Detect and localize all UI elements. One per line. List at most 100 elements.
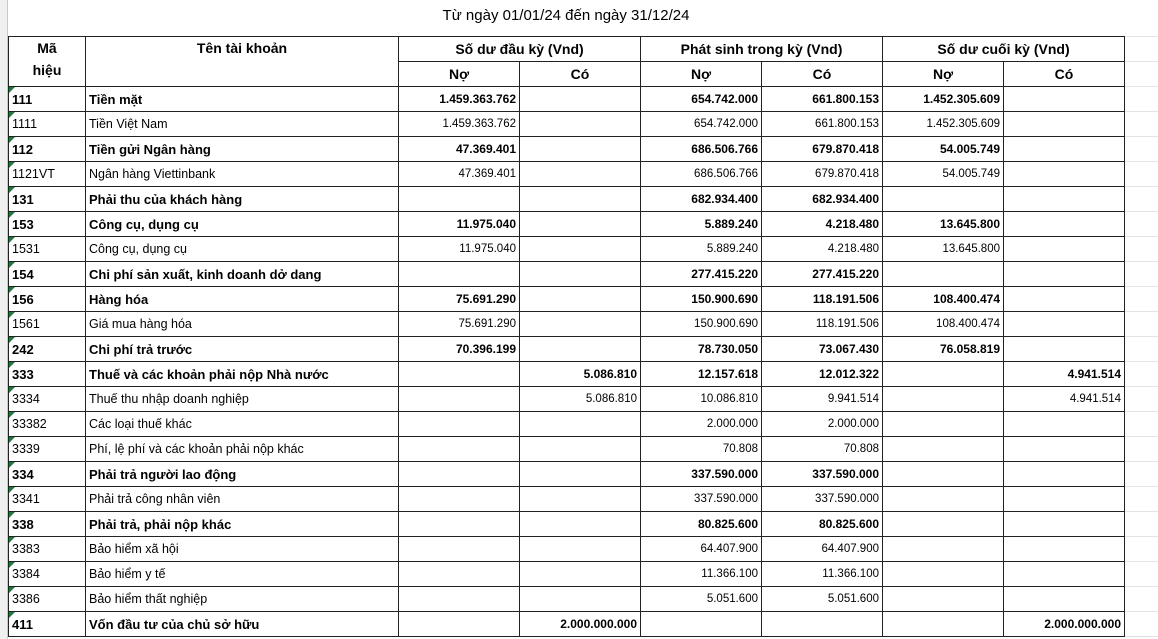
account-code: 3334 <box>8 386 86 412</box>
account-name: Phí, lệ phí và các khoản phải nộp khác <box>85 436 399 462</box>
account-table: Mã hiệu Tên tài khoản Số dư đầu kỳ (Vnd) Ph… <box>8 36 1125 637</box>
amount-cell: 70.808 <box>761 436 883 462</box>
header-sub: Nợ <box>882 61 1004 87</box>
amount-cell <box>882 461 1004 487</box>
account-code: 3383 <box>8 536 86 562</box>
amount-cell: 118.191.506 <box>761 311 883 337</box>
table-header: Mã hiệu Tên tài khoản Số dư đầu kỳ (Vnd) Ph… <box>8 36 1125 87</box>
amount-cell <box>519 486 641 512</box>
amount-cell <box>398 461 520 487</box>
amount-cell: 54.005.749 <box>882 136 1004 162</box>
account-name: Thuế thu nhập doanh nghiệp <box>85 386 399 412</box>
amount-cell <box>1003 311 1125 337</box>
amount-cell <box>1003 536 1125 562</box>
amount-cell: 682.934.400 <box>640 186 762 212</box>
account-row: 3341 Phải trả công nhân viên 337.590.000 33… <box>8 486 1125 512</box>
account-code: 333 <box>8 361 86 387</box>
amount-cell <box>1003 461 1125 487</box>
amount-cell <box>1003 186 1125 212</box>
account-code: 111 <box>8 86 86 112</box>
amount-cell: 13.645.800 <box>882 211 1004 237</box>
account-name: Công cụ, dụng cụ <box>85 236 399 262</box>
amount-cell: 337.590.000 <box>761 461 883 487</box>
amount-cell: 75.691.290 <box>398 286 520 312</box>
amount-cell: 5.889.240 <box>640 236 762 262</box>
account-name: Hàng hóa <box>85 286 399 312</box>
amount-cell: 5.051.600 <box>640 586 762 612</box>
account-row: 334 Phải trả người lao động 337.590.000 337… <box>8 461 1125 487</box>
amount-cell: 9.941.514 <box>761 386 883 412</box>
table-body: 111 Tiền mặt 1.459.363.762 654.742.000 661.8… <box>8 86 1125 637</box>
account-code: 1121VT <box>8 161 86 187</box>
amount-cell <box>519 136 641 162</box>
amount-cell: 337.590.000 <box>640 486 762 512</box>
account-name: Bảo hiểm thất nghiệp <box>85 586 399 612</box>
account-code: 3384 <box>8 561 86 587</box>
account-code: 1531 <box>8 236 86 262</box>
amount-cell <box>1003 561 1125 587</box>
amount-cell <box>398 386 520 412</box>
header-group: Số dư đầu kỳ (Vnd) <box>398 36 641 62</box>
amount-cell: 11.975.040 <box>398 236 520 262</box>
account-code: 1111 <box>8 111 86 137</box>
account-code: 154 <box>8 261 86 287</box>
amount-cell <box>1003 236 1125 262</box>
amount-cell: 75.691.290 <box>398 311 520 337</box>
account-row: 333 Thuế và các khoản phải nộp Nhà nước 5.… <box>8 361 1125 387</box>
header-sub: Nợ <box>640 61 762 87</box>
header-sub: Nợ <box>398 61 520 87</box>
amount-cell <box>398 261 520 287</box>
amount-cell: 661.800.153 <box>761 111 883 137</box>
amount-cell: 2.000.000.000 <box>1003 611 1125 637</box>
amount-cell: 5.086.810 <box>519 386 641 412</box>
header-group: Phát sinh trong kỳ (Vnd) <box>640 36 883 62</box>
header-sub: Có <box>1003 61 1125 87</box>
account-code: 33382 <box>8 411 86 437</box>
amount-cell <box>1003 111 1125 137</box>
amount-cell: 10.086.810 <box>640 386 762 412</box>
amount-cell: 150.900.690 <box>640 311 762 337</box>
account-code: 131 <box>8 186 86 212</box>
account-code: 338 <box>8 511 86 537</box>
account-name: Chi phí sản xuất, kinh doanh dở dang <box>85 261 399 287</box>
amount-cell: 73.067.430 <box>761 336 883 362</box>
account-code: 3339 <box>8 436 86 462</box>
amount-cell <box>1003 136 1125 162</box>
amount-cell <box>1003 161 1125 187</box>
amount-cell <box>519 161 641 187</box>
amount-cell: 64.407.900 <box>761 536 883 562</box>
account-name: Bảo hiểm xã hội <box>85 536 399 562</box>
amount-cell <box>882 261 1004 287</box>
amount-cell <box>882 436 1004 462</box>
amount-cell <box>882 586 1004 612</box>
account-name: Tiền gửi Ngân hàng <box>85 136 399 162</box>
account-row: 1111 Tiền Việt Nam 1.459.363.762 654.742.00… <box>8 111 1125 137</box>
amount-cell: 337.590.000 <box>640 461 762 487</box>
amount-cell: 47.369.401 <box>398 136 520 162</box>
amount-cell: 5.889.240 <box>640 211 762 237</box>
amount-cell <box>398 561 520 587</box>
amount-cell <box>519 86 641 112</box>
amount-cell <box>519 261 641 287</box>
account-name: Giá mua hàng hóa <box>85 311 399 337</box>
account-row: 3384 Bảo hiểm y tế 11.366.100 11.366.100 <box>8 561 1125 587</box>
account-name: Phải trả, phải nộp khác <box>85 511 399 537</box>
amount-cell: 108.400.474 <box>882 311 1004 337</box>
amount-cell <box>1003 486 1125 512</box>
amount-cell: 686.506.766 <box>640 136 762 162</box>
account-row: 154 Chi phí sản xuất, kinh doanh dở dang 2… <box>8 261 1125 287</box>
amount-cell: 337.590.000 <box>761 486 883 512</box>
amount-cell <box>398 511 520 537</box>
amount-cell <box>398 486 520 512</box>
amount-cell: 2.000.000 <box>640 411 762 437</box>
account-row: 33382 Các loại thuế khác 2.000.000 2.000.00… <box>8 411 1125 437</box>
amount-cell <box>519 436 641 462</box>
account-name: Vốn đầu tư của chủ sở hữu <box>85 611 399 637</box>
account-name: Phải thu của khách hàng <box>85 186 399 212</box>
account-name: Tiền mặt <box>85 86 399 112</box>
header-sub: Có <box>761 61 883 87</box>
amount-cell <box>882 361 1004 387</box>
amount-cell <box>1003 511 1125 537</box>
amount-cell <box>519 536 641 562</box>
